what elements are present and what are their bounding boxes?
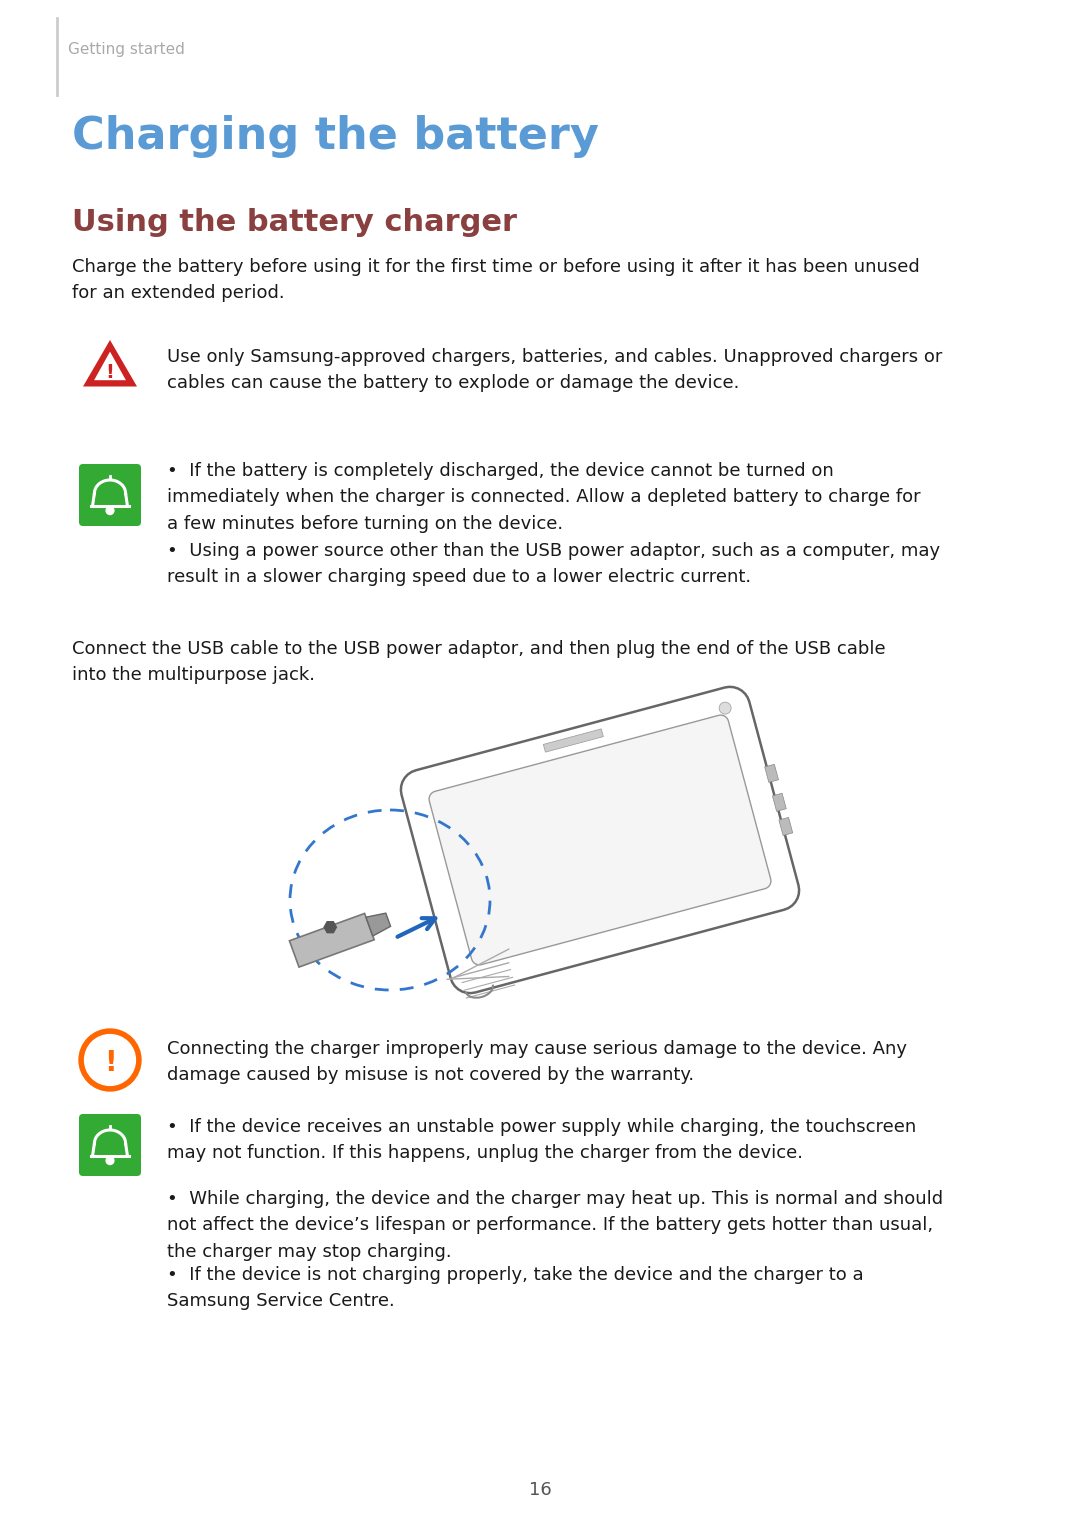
Text: •  If the device receives an unstable power supply while charging, the touchscre: • If the device receives an unstable pow… xyxy=(167,1118,916,1162)
Polygon shape xyxy=(366,913,391,936)
Text: !: ! xyxy=(106,363,114,382)
Text: Connecting the charger improperly may cause serious damage to the device. Any
da: Connecting the charger improperly may ca… xyxy=(167,1040,907,1084)
Text: Charging the battery: Charging the battery xyxy=(72,115,599,157)
Text: •  If the device is not charging properly, take the device and the charger to a
: • If the device is not charging properly… xyxy=(167,1266,864,1310)
Polygon shape xyxy=(401,687,799,993)
FancyBboxPatch shape xyxy=(79,1115,141,1176)
Text: •  If the battery is completely discharged, the device cannot be turned on
immed: • If the battery is completely discharge… xyxy=(167,463,920,533)
Circle shape xyxy=(79,1029,141,1090)
Circle shape xyxy=(106,1156,113,1165)
Text: Getting started: Getting started xyxy=(68,43,185,56)
Polygon shape xyxy=(772,793,786,811)
Polygon shape xyxy=(779,817,793,835)
Text: •  Using a power source other than the USB power adaptor, such as a computer, ma: • Using a power source other than the US… xyxy=(167,542,940,586)
Text: ⬣: ⬣ xyxy=(323,919,337,938)
FancyBboxPatch shape xyxy=(79,464,141,525)
Polygon shape xyxy=(83,341,137,386)
Polygon shape xyxy=(429,715,771,965)
Text: 16: 16 xyxy=(528,1481,552,1500)
Text: !: ! xyxy=(104,1049,117,1077)
Circle shape xyxy=(84,1035,135,1086)
Text: Charge the battery before using it for the first time or before using it after i: Charge the battery before using it for t… xyxy=(72,258,920,302)
Text: Connect the USB cable to the USB power adaptor, and then plug the end of the USB: Connect the USB cable to the USB power a… xyxy=(72,640,886,684)
Polygon shape xyxy=(543,728,604,753)
Circle shape xyxy=(106,507,113,515)
Polygon shape xyxy=(765,765,779,782)
Text: •  While charging, the device and the charger may heat up. This is normal and sh: • While charging, the device and the cha… xyxy=(167,1190,943,1261)
Polygon shape xyxy=(289,913,374,967)
Polygon shape xyxy=(94,351,126,380)
Circle shape xyxy=(719,702,731,715)
Text: Use only Samsung-approved chargers, batteries, and cables. Unapproved chargers o: Use only Samsung-approved chargers, batt… xyxy=(167,348,943,392)
Text: Using the battery charger: Using the battery charger xyxy=(72,208,517,237)
